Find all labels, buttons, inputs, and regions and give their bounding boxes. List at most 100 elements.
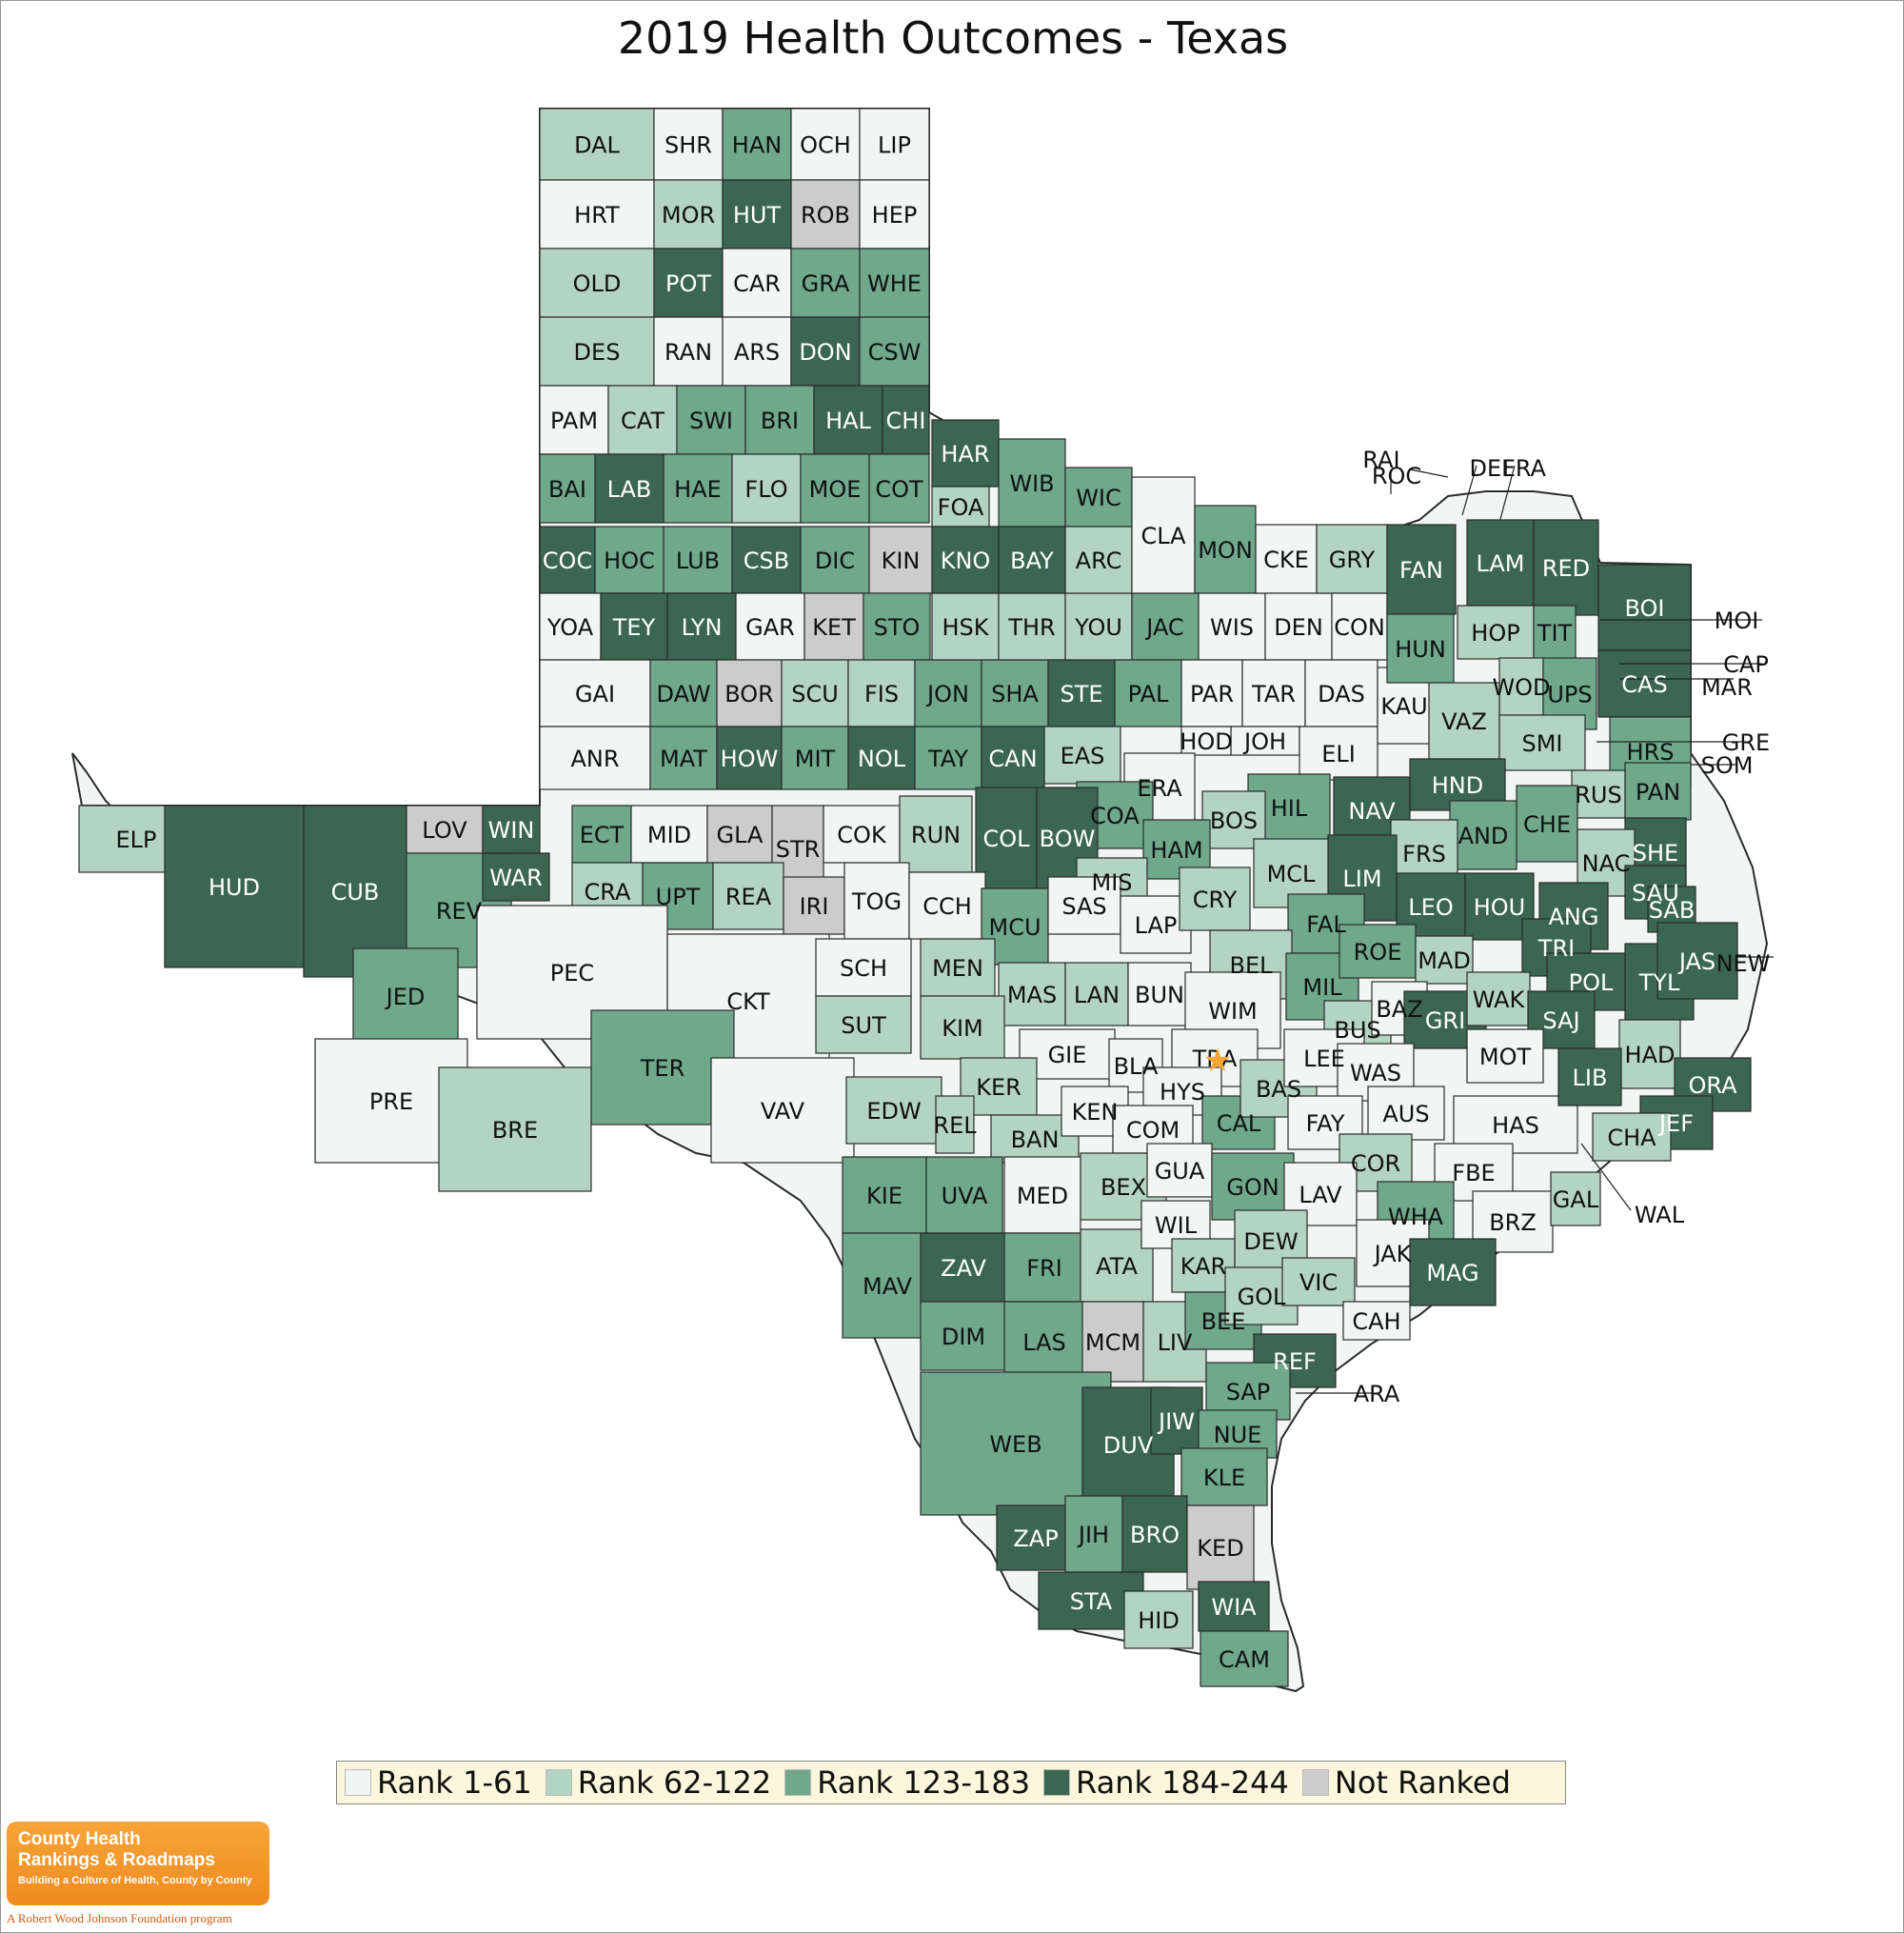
county-shape-cat[interactable]: [607, 385, 678, 455]
county-shape-dal[interactable]: [539, 108, 655, 181]
county-shape-csw[interactable]: [859, 316, 930, 387]
county-shape-jih[interactable]: [1064, 1495, 1123, 1573]
county-shape-gal[interactable]: [1550, 1171, 1601, 1226]
county-shape-anr[interactable]: [539, 726, 651, 790]
county-shape-iri[interactable]: [783, 876, 845, 935]
county-shape-bla[interactable]: [1108, 1038, 1163, 1093]
county-shape-nol[interactable]: [847, 726, 916, 790]
county-shape-hud[interactable]: [164, 805, 305, 968]
county-shape-bor[interactable]: [716, 659, 783, 727]
county-shape-pan[interactable]: [1624, 762, 1692, 821]
county-shape-mat[interactable]: [649, 726, 718, 790]
county-shape-uva[interactable]: [925, 1156, 1003, 1234]
county-shape-war[interactable]: [482, 852, 550, 902]
county-shape-vav[interactable]: [710, 1057, 855, 1164]
county-shape-swi[interactable]: [676, 385, 746, 455]
county-shape-pot[interactable]: [653, 248, 724, 318]
county-shape-dic[interactable]: [800, 526, 870, 594]
county-shape-coc[interactable]: [539, 526, 596, 594]
county-shape-ect[interactable]: [571, 805, 632, 864]
county-shape-fri[interactable]: [1003, 1232, 1085, 1303]
county-shape-lan[interactable]: [1064, 962, 1129, 1026]
county-shape-edw[interactable]: [845, 1076, 942, 1145]
county-shape-eas[interactable]: [1043, 726, 1121, 785]
county-shape-las[interactable]: [1003, 1301, 1085, 1383]
county-shape-wak[interactable]: [1466, 971, 1531, 1026]
county-shape-wia[interactable]: [1198, 1581, 1270, 1632]
county-shape-sto[interactable]: [863, 592, 931, 661]
county-shape-mav[interactable]: [842, 1232, 933, 1339]
county-shape-lub[interactable]: [663, 526, 733, 594]
county-shape-mot[interactable]: [1466, 1028, 1544, 1084]
county-shape-whe[interactable]: [859, 248, 930, 318]
county-shape-hun[interactable]: [1386, 613, 1455, 684]
county-shape-kno[interactable]: [931, 526, 1000, 594]
county-shape-cha[interactable]: [1592, 1112, 1672, 1162]
county-shape-has[interactable]: [1453, 1095, 1578, 1154]
county-shape-run[interactable]: [899, 795, 973, 873]
county-shape-scu[interactable]: [781, 659, 849, 727]
county-shape-cla[interactable]: [1131, 476, 1196, 594]
county-shape-cah[interactable]: [1342, 1301, 1411, 1341]
county-shape-hid[interactable]: [1123, 1590, 1194, 1649]
county-shape-yoa[interactable]: [539, 592, 602, 661]
county-shape-mid[interactable]: [630, 805, 708, 864]
county-shape-fan[interactable]: [1386, 524, 1457, 615]
county-shape-wib[interactable]: [998, 438, 1066, 528]
county-shape-chi[interactable]: [882, 385, 930, 455]
county-shape-jiw[interactable]: [1150, 1386, 1203, 1455]
county-shape-bun[interactable]: [1127, 962, 1192, 1026]
county-shape-rob[interactable]: [790, 179, 861, 249]
county-shape-roe[interactable]: [1339, 924, 1417, 979]
county-shape-mad[interactable]: [1415, 935, 1474, 985]
county-shape-che[interactable]: [1516, 785, 1578, 863]
county-shape-ter[interactable]: [590, 1009, 735, 1126]
county-shape-sch[interactable]: [815, 938, 912, 997]
county-shape-bro[interactable]: [1121, 1495, 1188, 1573]
county-shape-can[interactable]: [981, 726, 1045, 790]
county-shape-hal[interactable]: [813, 385, 883, 455]
county-shape-vic[interactable]: [1281, 1257, 1356, 1306]
county-shape-dim[interactable]: [920, 1301, 1007, 1371]
county-shape-aus[interactable]: [1367, 1086, 1445, 1141]
county-shape-hop[interactable]: [1457, 605, 1535, 660]
county-shape-gon[interactable]: [1211, 1152, 1295, 1221]
county-shape-mag[interactable]: [1409, 1238, 1497, 1306]
county-shape-rel[interactable]: [935, 1095, 975, 1154]
county-shape-hod[interactable]: [1180, 726, 1232, 756]
county-shape-gra[interactable]: [790, 248, 861, 318]
county-shape-hae[interactable]: [663, 453, 733, 524]
county-shape-had[interactable]: [1618, 1019, 1681, 1089]
county-shape-jas[interactable]: [1656, 922, 1738, 1000]
county-shape-lab[interactable]: [594, 453, 664, 524]
county-shape-old[interactable]: [539, 248, 655, 318]
county-shape-cas[interactable]: [1597, 649, 1692, 718]
county-shape-moe[interactable]: [800, 453, 870, 524]
county-shape-des[interactable]: [539, 316, 655, 387]
county-shape-cry[interactable]: [1179, 867, 1251, 931]
county-shape-don[interactable]: [790, 316, 861, 387]
county-shape-gla[interactable]: [706, 805, 773, 864]
county-shape-mit[interactable]: [781, 726, 849, 790]
county-shape-mas[interactable]: [998, 962, 1066, 1026]
county-shape-you[interactable]: [1064, 592, 1133, 661]
county-shape-men[interactable]: [920, 938, 996, 997]
county-shape-bri[interactable]: [744, 385, 815, 455]
county-shape-cke[interactable]: [1255, 524, 1318, 594]
county-shape-ata[interactable]: [1080, 1228, 1154, 1303]
county-shape-ars[interactable]: [722, 316, 792, 387]
county-shape-wic[interactable]: [1064, 467, 1133, 528]
county-shape-sas[interactable]: [1047, 876, 1121, 935]
county-shape-zap[interactable]: [996, 1505, 1076, 1571]
county-shape-hoc[interactable]: [594, 526, 664, 594]
county-shape-cam[interactable]: [1200, 1630, 1289, 1687]
county-shape-and[interactable]: [1449, 800, 1517, 870]
county-shape-mon[interactable]: [1194, 505, 1257, 594]
county-shape-col[interactable]: [975, 787, 1038, 889]
county-shape-wis[interactable]: [1198, 592, 1266, 661]
county-shape-lib[interactable]: [1557, 1047, 1622, 1106]
county-shape-tog[interactable]: [843, 862, 910, 940]
county-shape-das[interactable]: [1304, 659, 1378, 727]
county-shape-sut[interactable]: [815, 995, 912, 1054]
county-shape-arc[interactable]: [1064, 526, 1133, 594]
